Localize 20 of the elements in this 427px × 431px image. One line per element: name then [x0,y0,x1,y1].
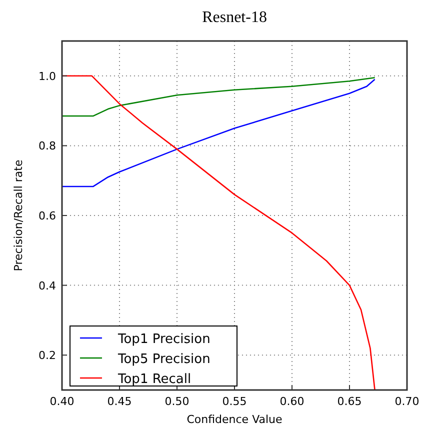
y-tick-label: 0.4 [38,279,56,292]
x-tick-label: 0.60 [280,395,304,408]
legend-label: Top1 Precision [117,332,210,347]
line-series [62,76,376,117]
y-tick-label: 0.8 [38,140,56,153]
legend-label: Top5 Precision [117,352,210,367]
x-tick-label: 0.40 [50,395,74,408]
x-tick-label: 0.65 [337,395,362,408]
x-axis-title: Confidence Value [186,413,283,426]
x-tick-label: 0.50 [164,395,190,408]
x-tick-label: 0.55 [222,395,247,408]
x-tick-label: 0.45 [107,395,132,408]
y-tick-label: 0.2 [38,349,56,362]
x-tick-label: 0.70 [394,395,420,408]
chart-title: Resnet-18 [202,9,267,26]
y-tick-label: 1.0 [38,70,56,83]
y-axis-title: Precision/Recall rate [12,160,25,272]
legend-label: Top1 Recall [117,372,192,387]
line-series [62,78,376,188]
y-tick-label: 0.6 [38,210,56,222]
